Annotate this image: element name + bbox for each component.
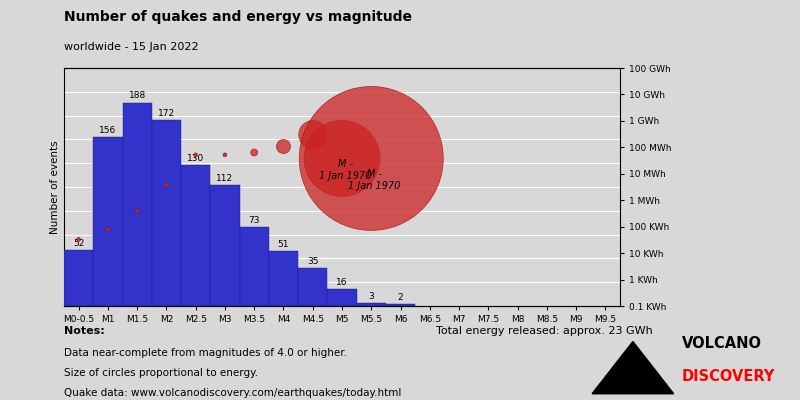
Text: 73: 73 xyxy=(249,216,260,225)
Text: 2: 2 xyxy=(398,293,403,302)
Text: Total energy released: approx. 23 GWh: Total energy released: approx. 23 GWh xyxy=(436,326,653,336)
Circle shape xyxy=(298,121,326,149)
Bar xyxy=(386,304,415,306)
Text: 156: 156 xyxy=(99,126,117,135)
Text: 130: 130 xyxy=(187,154,204,163)
Text: M -
1 Jan 1970: M - 1 Jan 1970 xyxy=(348,169,401,191)
Bar xyxy=(152,120,181,306)
Text: Notes:: Notes: xyxy=(64,326,105,336)
Polygon shape xyxy=(592,342,674,394)
Text: M -
1 Jan 1970: M - 1 Jan 1970 xyxy=(318,159,371,181)
Circle shape xyxy=(165,183,169,187)
Bar xyxy=(64,250,94,306)
Y-axis label: Number of events: Number of events xyxy=(50,140,60,234)
Bar xyxy=(357,303,386,306)
Circle shape xyxy=(304,120,380,196)
Circle shape xyxy=(77,237,81,241)
Text: 188: 188 xyxy=(129,92,146,100)
Bar xyxy=(94,137,122,306)
Bar xyxy=(239,227,269,306)
Text: Quake data: www.volcanodiscovery.com/earthquakes/today.html: Quake data: www.volcanodiscovery.com/ear… xyxy=(64,388,402,398)
Text: Size of circles proportional to energy.: Size of circles proportional to energy. xyxy=(64,368,258,378)
Bar xyxy=(210,185,239,306)
Text: 51: 51 xyxy=(278,240,290,249)
Bar xyxy=(122,103,152,306)
Text: worldwide - 15 Jan 2022: worldwide - 15 Jan 2022 xyxy=(64,42,198,52)
Circle shape xyxy=(250,149,258,156)
Text: DISCOVERY: DISCOVERY xyxy=(682,369,775,384)
Text: 35: 35 xyxy=(307,257,318,266)
Text: 16: 16 xyxy=(336,278,348,286)
Text: 112: 112 xyxy=(216,174,234,183)
Text: Data near-complete from magnitudes of 4.0 or higher.: Data near-complete from magnitudes of 4.… xyxy=(64,348,347,358)
Circle shape xyxy=(277,140,290,154)
Text: 3: 3 xyxy=(368,292,374,300)
Bar xyxy=(298,268,327,306)
Circle shape xyxy=(223,153,227,157)
Circle shape xyxy=(135,209,139,213)
Text: 52: 52 xyxy=(73,238,84,248)
Circle shape xyxy=(194,153,198,157)
Bar xyxy=(181,165,210,306)
Circle shape xyxy=(299,86,443,230)
Bar xyxy=(327,289,357,306)
Bar xyxy=(269,251,298,306)
Circle shape xyxy=(106,228,110,232)
Text: VOLCANO: VOLCANO xyxy=(682,336,762,351)
Text: 172: 172 xyxy=(158,109,175,118)
Text: Number of quakes and energy vs magnitude: Number of quakes and energy vs magnitude xyxy=(64,10,412,24)
